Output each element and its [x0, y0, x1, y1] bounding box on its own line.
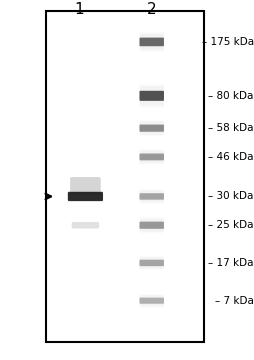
- Text: – 7 kDa: – 7 kDa: [214, 296, 253, 306]
- Text: 1: 1: [74, 2, 84, 17]
- FancyBboxPatch shape: [139, 149, 163, 165]
- FancyBboxPatch shape: [139, 193, 163, 200]
- Text: – 25 kDa: – 25 kDa: [208, 220, 253, 230]
- FancyBboxPatch shape: [139, 153, 163, 160]
- Text: – 46 kDa: – 46 kDa: [208, 152, 253, 162]
- FancyBboxPatch shape: [139, 256, 163, 270]
- Bar: [46, 12, 203, 342]
- FancyBboxPatch shape: [139, 295, 163, 306]
- Text: 2: 2: [146, 2, 156, 17]
- Text: – 58 kDa: – 58 kDa: [208, 123, 253, 133]
- FancyBboxPatch shape: [139, 125, 163, 132]
- FancyBboxPatch shape: [139, 122, 163, 135]
- FancyBboxPatch shape: [139, 37, 163, 46]
- Text: – 80 kDa: – 80 kDa: [208, 91, 253, 101]
- FancyBboxPatch shape: [139, 217, 163, 233]
- FancyBboxPatch shape: [139, 32, 163, 52]
- FancyBboxPatch shape: [68, 192, 103, 201]
- Text: – 30 kDa: – 30 kDa: [208, 192, 253, 202]
- FancyBboxPatch shape: [139, 219, 163, 232]
- FancyBboxPatch shape: [139, 34, 163, 50]
- FancyBboxPatch shape: [139, 257, 163, 269]
- FancyBboxPatch shape: [139, 191, 163, 202]
- FancyBboxPatch shape: [139, 84, 163, 108]
- FancyBboxPatch shape: [139, 298, 163, 304]
- FancyBboxPatch shape: [71, 222, 99, 229]
- FancyBboxPatch shape: [139, 260, 163, 266]
- FancyBboxPatch shape: [139, 86, 163, 105]
- FancyBboxPatch shape: [70, 177, 100, 195]
- FancyBboxPatch shape: [139, 91, 163, 101]
- FancyBboxPatch shape: [139, 294, 163, 307]
- Text: – 175 kDa: – 175 kDa: [201, 37, 253, 47]
- Text: – 17 kDa: – 17 kDa: [208, 258, 253, 268]
- FancyBboxPatch shape: [139, 151, 163, 163]
- FancyBboxPatch shape: [139, 189, 163, 203]
- FancyBboxPatch shape: [139, 120, 163, 136]
- FancyBboxPatch shape: [139, 222, 163, 229]
